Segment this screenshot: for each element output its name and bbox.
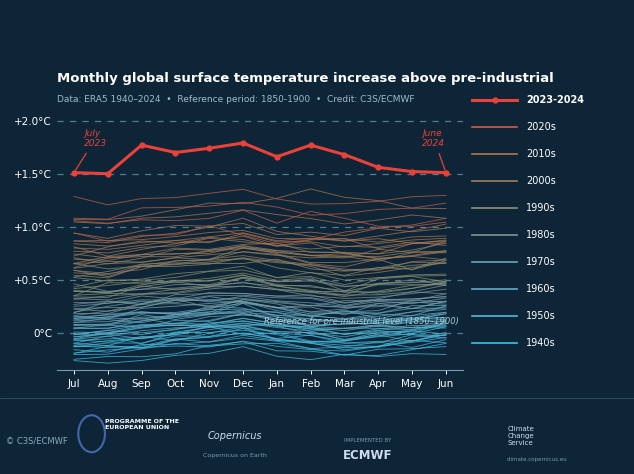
Text: Data: ERA5 1940–2024  •  Reference period: 1850-1900  •  Credit: C3S/ECMWF: Data: ERA5 1940–2024 • Reference period:… [57,95,415,104]
Text: 1980s: 1980s [526,229,556,240]
Text: Climate
Change
Service: Climate Change Service [507,426,534,446]
Text: 1970s: 1970s [526,256,556,267]
Text: Reference for pre-industrial level (1850–1900): Reference for pre-industrial level (1850… [264,317,459,326]
Text: 2023-2024: 2023-2024 [526,94,584,105]
Text: 2020s: 2020s [526,121,556,132]
Text: PROGRAMME OF THE
EUROPEAN UNION: PROGRAMME OF THE EUROPEAN UNION [105,419,179,430]
Text: Copernicus: Copernicus [207,431,262,441]
Text: June
2024: June 2024 [422,129,445,170]
Text: © C3S/ECMWF: © C3S/ECMWF [6,437,68,445]
Text: Monthly global surface temperature increase above pre-industrial: Monthly global surface temperature incre… [57,73,554,85]
Text: ECMWF: ECMWF [343,448,392,462]
Text: 2010s: 2010s [526,148,556,159]
Text: 1960s: 1960s [526,283,556,294]
Text: 1950s: 1950s [526,310,556,321]
Text: 2000s: 2000s [526,175,556,186]
Text: IMPLEMENTED BY: IMPLEMENTED BY [344,438,391,443]
Text: July
2023: July 2023 [75,129,107,170]
Text: climate.copernicus.eu: climate.copernicus.eu [507,457,568,462]
Text: Copernicus on Earth: Copernicus on Earth [203,453,266,457]
Text: 1990s: 1990s [526,202,556,213]
Text: 1940s: 1940s [526,337,556,348]
